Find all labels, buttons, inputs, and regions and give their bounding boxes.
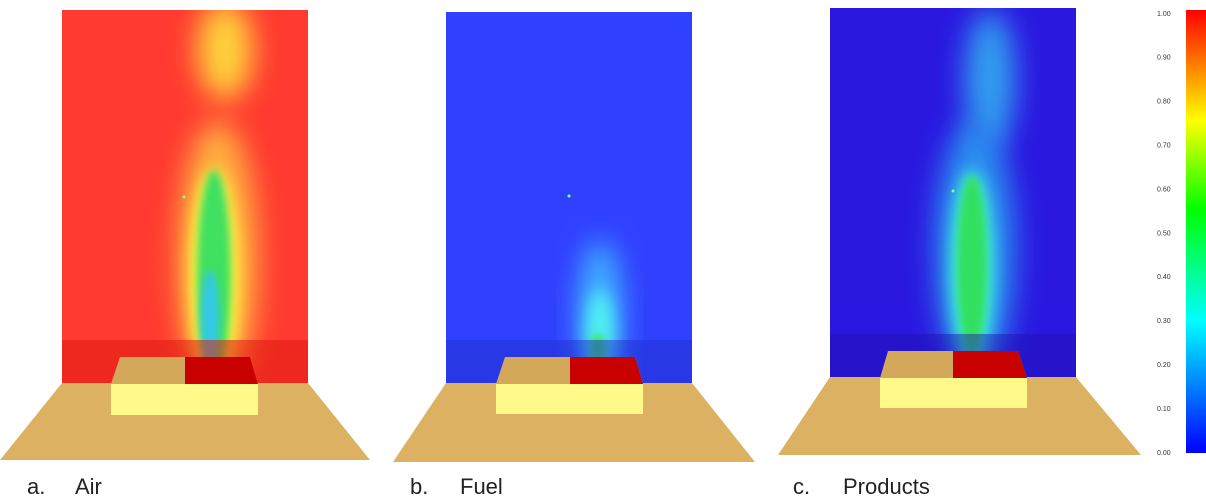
panel-letter: a. bbox=[27, 474, 45, 499]
colorbar-tick-label: 0.00 bbox=[1157, 450, 1171, 457]
colorbar-tick-label: 0.70 bbox=[1157, 143, 1171, 150]
colorbar-ticks: 1.00 0.90 0.80 0.70 0.60 0.50 0.40 0.30 0.20 0.10… bbox=[1157, 11, 1171, 457]
panel-products bbox=[778, 8, 1141, 455]
colorbar-tick-label: 0.80 bbox=[1157, 99, 1171, 106]
colorbar bbox=[1186, 10, 1206, 453]
colorbar-tick-label: 0.40 bbox=[1157, 274, 1171, 281]
panel-letter: b. bbox=[410, 474, 428, 499]
colorbar-tick-label: 0.60 bbox=[1157, 186, 1171, 193]
colorbar-tick-label: 0.30 bbox=[1157, 318, 1171, 325]
colorbar-tick-label: 0.90 bbox=[1157, 55, 1171, 62]
figure: 1.00 0.90 0.80 0.70 0.60 0.50 0.40 0.30 0.20 0.10… bbox=[0, 0, 1206, 502]
colorbar-tick-label: 0.10 bbox=[1157, 406, 1171, 413]
colorbar-tick-label: 1.00 bbox=[1157, 11, 1171, 18]
panel-label: Products bbox=[843, 474, 930, 499]
panel-fuel bbox=[393, 12, 755, 462]
panel-air bbox=[0, 0, 370, 460]
panel-letter: c. bbox=[793, 474, 810, 499]
page: 1.00 0.90 0.80 0.70 0.60 0.50 0.40 0.30 0.20 0.10… bbox=[0, 0, 1206, 502]
colorbar-tick-label: 0.20 bbox=[1157, 362, 1171, 369]
panel-label: Air bbox=[75, 474, 102, 499]
colorbar-tick-label: 0.50 bbox=[1157, 230, 1171, 237]
panel-label: Fuel bbox=[460, 474, 503, 499]
